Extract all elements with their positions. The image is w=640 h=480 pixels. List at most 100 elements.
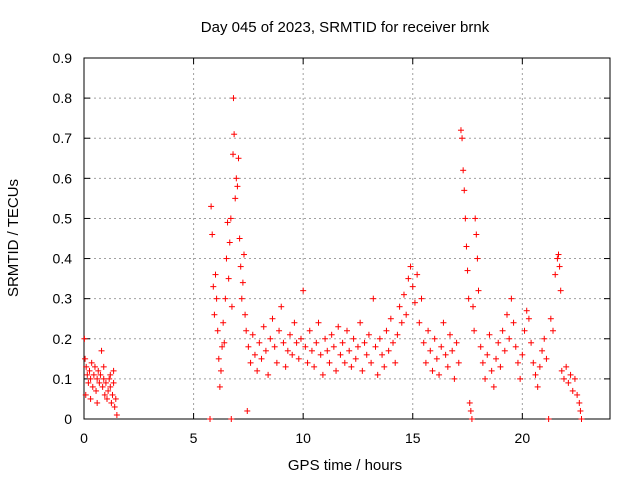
data-point — [451, 375, 458, 382]
data-point — [497, 363, 504, 370]
data-point — [282, 363, 289, 370]
data-point — [521, 327, 528, 334]
data-point — [278, 303, 285, 310]
data-point — [215, 355, 222, 362]
data-point — [330, 343, 337, 350]
data-point — [539, 347, 546, 354]
data-point — [543, 355, 550, 362]
data-point — [107, 371, 114, 378]
data-point — [394, 331, 401, 338]
data-point — [317, 351, 324, 358]
data-point — [83, 363, 90, 370]
data-point — [247, 359, 254, 366]
data-points — [81, 95, 585, 422]
data-point — [453, 339, 460, 346]
data-point — [577, 407, 584, 414]
data-point — [265, 371, 272, 378]
data-point — [462, 215, 469, 222]
data-point — [514, 359, 521, 366]
data-point — [88, 359, 95, 366]
data-point — [339, 339, 346, 346]
data-point — [461, 187, 468, 194]
data-point — [328, 331, 335, 338]
data-point — [220, 319, 227, 326]
data-point — [82, 391, 89, 398]
data-point — [111, 403, 118, 410]
data-point — [482, 375, 489, 382]
data-point — [260, 323, 267, 330]
data-point — [209, 231, 216, 238]
y-tick-label: 0.3 — [53, 291, 73, 307]
data-point — [221, 339, 228, 346]
data-point — [536, 363, 543, 370]
data-point — [436, 371, 443, 378]
data-point — [350, 335, 357, 342]
data-point — [98, 347, 105, 354]
data-point — [230, 95, 237, 102]
data-point — [558, 367, 565, 374]
data-point — [503, 311, 510, 318]
data-point — [381, 363, 388, 370]
data-point — [109, 391, 116, 398]
data-point — [467, 407, 474, 414]
data-point — [297, 335, 304, 342]
data-point — [232, 195, 239, 202]
data-point — [554, 255, 561, 262]
data-point — [552, 271, 559, 278]
data-point — [235, 155, 242, 162]
data-point — [472, 215, 479, 222]
data-point — [245, 343, 252, 350]
data-point — [214, 327, 221, 334]
data-point — [308, 347, 315, 354]
data-point — [427, 347, 434, 354]
data-point — [107, 383, 114, 390]
data-point — [289, 351, 296, 358]
x-tick-label: 0 — [80, 430, 88, 446]
data-point — [87, 395, 94, 402]
data-point — [293, 339, 300, 346]
data-point — [284, 347, 291, 354]
data-point — [81, 335, 88, 342]
data-point — [313, 339, 320, 346]
x-tick-label: 20 — [515, 430, 531, 446]
data-point — [94, 375, 101, 382]
x-axis-label: GPS time / hours — [288, 457, 402, 474]
data-point — [335, 323, 342, 330]
data-point — [231, 131, 238, 138]
chart-title: Day 045 of 2023, SRMTID for receiver brn… — [201, 19, 490, 36]
data-point — [571, 375, 578, 382]
data-point — [236, 235, 243, 242]
data-point — [242, 311, 249, 318]
data-point — [370, 295, 377, 302]
data-point — [447, 331, 454, 338]
data-point — [258, 355, 265, 362]
data-point — [431, 335, 438, 342]
data-point — [273, 359, 280, 366]
data-point — [563, 363, 570, 370]
data-point — [379, 351, 386, 358]
data-point — [95, 367, 102, 374]
data-point — [407, 263, 414, 270]
data-point — [249, 331, 256, 338]
data-point — [409, 283, 416, 290]
data-point — [525, 315, 532, 322]
data-point — [291, 319, 298, 326]
data-point — [276, 327, 283, 334]
data-point — [269, 315, 276, 322]
data-point — [455, 359, 462, 366]
data-point — [557, 287, 564, 294]
y-tick-label: 0 — [64, 411, 72, 427]
data-point — [216, 383, 223, 390]
data-point — [97, 371, 104, 378]
data-point — [89, 383, 96, 390]
data-point — [225, 275, 232, 282]
data-point — [477, 343, 484, 350]
data-point — [262, 347, 269, 354]
data-point — [387, 315, 394, 322]
data-point — [510, 319, 517, 326]
data-point — [233, 175, 240, 182]
data-point — [390, 339, 397, 346]
data-point — [86, 367, 93, 374]
data-point — [545, 416, 552, 422]
